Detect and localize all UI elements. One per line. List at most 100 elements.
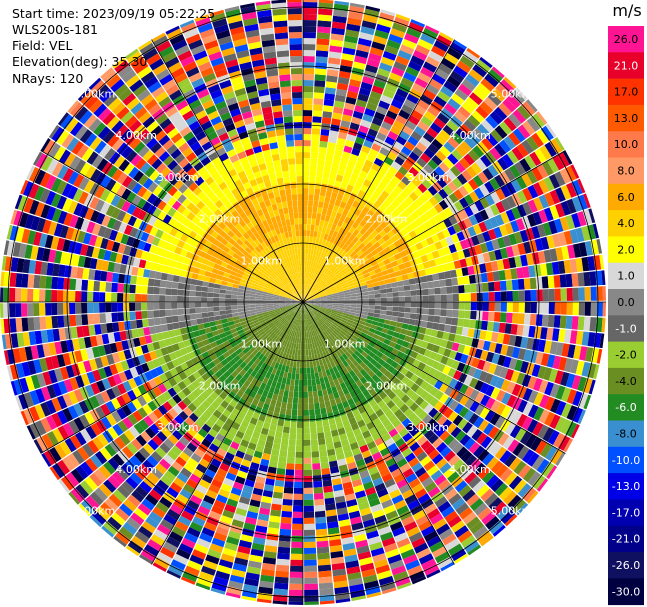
gate-cell bbox=[231, 309, 238, 314]
gate-cell bbox=[295, 367, 300, 374]
gate-cell bbox=[396, 505, 410, 516]
gate-cell bbox=[279, 189, 286, 197]
gate-cell bbox=[303, 134, 312, 141]
gate-cell bbox=[279, 528, 292, 536]
gate-cell bbox=[307, 305, 313, 310]
gate-cell bbox=[307, 312, 312, 319]
gate-cell bbox=[422, 308, 429, 315]
gate-cell bbox=[277, 56, 290, 64]
gate-cell bbox=[295, 319, 299, 326]
gate-cell bbox=[439, 316, 447, 324]
gate-cell bbox=[407, 499, 420, 510]
gate-cell bbox=[273, 485, 284, 493]
gate-cell bbox=[177, 295, 184, 302]
gate-cell bbox=[304, 307, 306, 314]
gate-cell bbox=[500, 344, 509, 356]
gate-cell bbox=[295, 306, 300, 312]
gate-cell bbox=[298, 337, 302, 344]
gate-cell bbox=[329, 460, 338, 468]
gate-cell bbox=[213, 532, 227, 542]
gate-cell bbox=[131, 490, 145, 503]
gate-cell bbox=[187, 560, 202, 571]
gate-cell bbox=[358, 501, 370, 511]
gate-cell bbox=[317, 552, 330, 560]
gate-cell bbox=[248, 505, 260, 514]
gate-cell bbox=[403, 408, 414, 418]
gate-cell bbox=[277, 323, 283, 329]
gate-cell bbox=[274, 26, 288, 34]
gate-cell bbox=[262, 377, 269, 385]
gate-cell bbox=[296, 176, 303, 183]
gate-cell bbox=[292, 330, 296, 337]
gate-cell bbox=[135, 293, 142, 302]
gate-cell bbox=[262, 490, 273, 498]
gate-cell bbox=[370, 471, 382, 481]
gate-cell bbox=[310, 224, 315, 231]
gate-cell bbox=[437, 501, 452, 513]
gate-cell bbox=[198, 479, 211, 490]
gate-cell bbox=[356, 304, 363, 308]
gate-cell bbox=[380, 354, 389, 362]
gate-cell bbox=[225, 306, 232, 311]
gate-cell bbox=[356, 364, 364, 372]
gate-cell bbox=[312, 309, 318, 314]
gate-cell bbox=[350, 516, 362, 525]
gate-cell bbox=[292, 311, 297, 318]
gate-cell bbox=[210, 458, 222, 468]
gate-cell bbox=[308, 303, 315, 306]
gate-cell bbox=[504, 422, 516, 436]
gate-cell bbox=[290, 310, 295, 316]
gate-cell bbox=[399, 345, 408, 354]
gate-cell bbox=[169, 531, 184, 543]
gate-cell bbox=[187, 457, 199, 469]
gate-cell bbox=[45, 289, 52, 302]
gate-cell bbox=[543, 340, 552, 354]
gate-cell bbox=[308, 349, 312, 356]
gate-cell bbox=[504, 323, 512, 334]
gate-cell bbox=[255, 351, 262, 358]
gate-cell bbox=[351, 447, 362, 456]
gate-cell bbox=[310, 324, 314, 331]
gate-cell bbox=[251, 542, 265, 551]
gate-cell bbox=[296, 325, 300, 332]
gate-cell bbox=[249, 302, 256, 305]
gate-cell bbox=[225, 472, 237, 482]
gate-cell bbox=[275, 171, 283, 179]
gate-cell bbox=[599, 333, 605, 349]
gate-cell bbox=[294, 140, 303, 147]
gate-cell bbox=[429, 541, 444, 553]
gate-cell bbox=[265, 539, 278, 547]
gate-cell bbox=[451, 475, 464, 488]
gate-cell bbox=[436, 442, 448, 453]
gate-cell bbox=[303, 445, 311, 452]
gate-cell bbox=[335, 592, 350, 601]
gate-cell bbox=[289, 218, 295, 225]
gate-cell bbox=[33, 289, 40, 302]
gate-cell bbox=[267, 527, 280, 535]
gate-cell bbox=[401, 323, 409, 330]
gate-cell bbox=[182, 571, 198, 583]
gate-cell bbox=[81, 302, 88, 314]
gate-cell bbox=[311, 310, 317, 315]
gate-cell bbox=[312, 330, 316, 337]
gate-cell bbox=[452, 497, 466, 511]
gate-cell bbox=[203, 494, 216, 505]
gate-cell bbox=[273, 327, 279, 334]
gate-cell bbox=[305, 349, 309, 356]
gate-cell bbox=[226, 536, 240, 546]
gate-cell bbox=[322, 331, 328, 338]
gate-cell bbox=[408, 457, 420, 468]
gate-cell bbox=[516, 372, 526, 385]
gate-cell bbox=[502, 436, 515, 450]
gate-cell bbox=[356, 496, 368, 505]
gate-cell bbox=[409, 441, 421, 452]
gate-cell bbox=[541, 314, 549, 327]
gate-cell bbox=[368, 399, 378, 408]
gate-cell bbox=[303, 38, 316, 45]
gate-cell bbox=[304, 325, 307, 332]
gate-cell bbox=[118, 526, 134, 540]
gate-cell bbox=[220, 400, 229, 409]
gate-cell bbox=[245, 447, 255, 457]
gate-cell bbox=[237, 298, 244, 302]
gate-cell bbox=[303, 224, 307, 231]
